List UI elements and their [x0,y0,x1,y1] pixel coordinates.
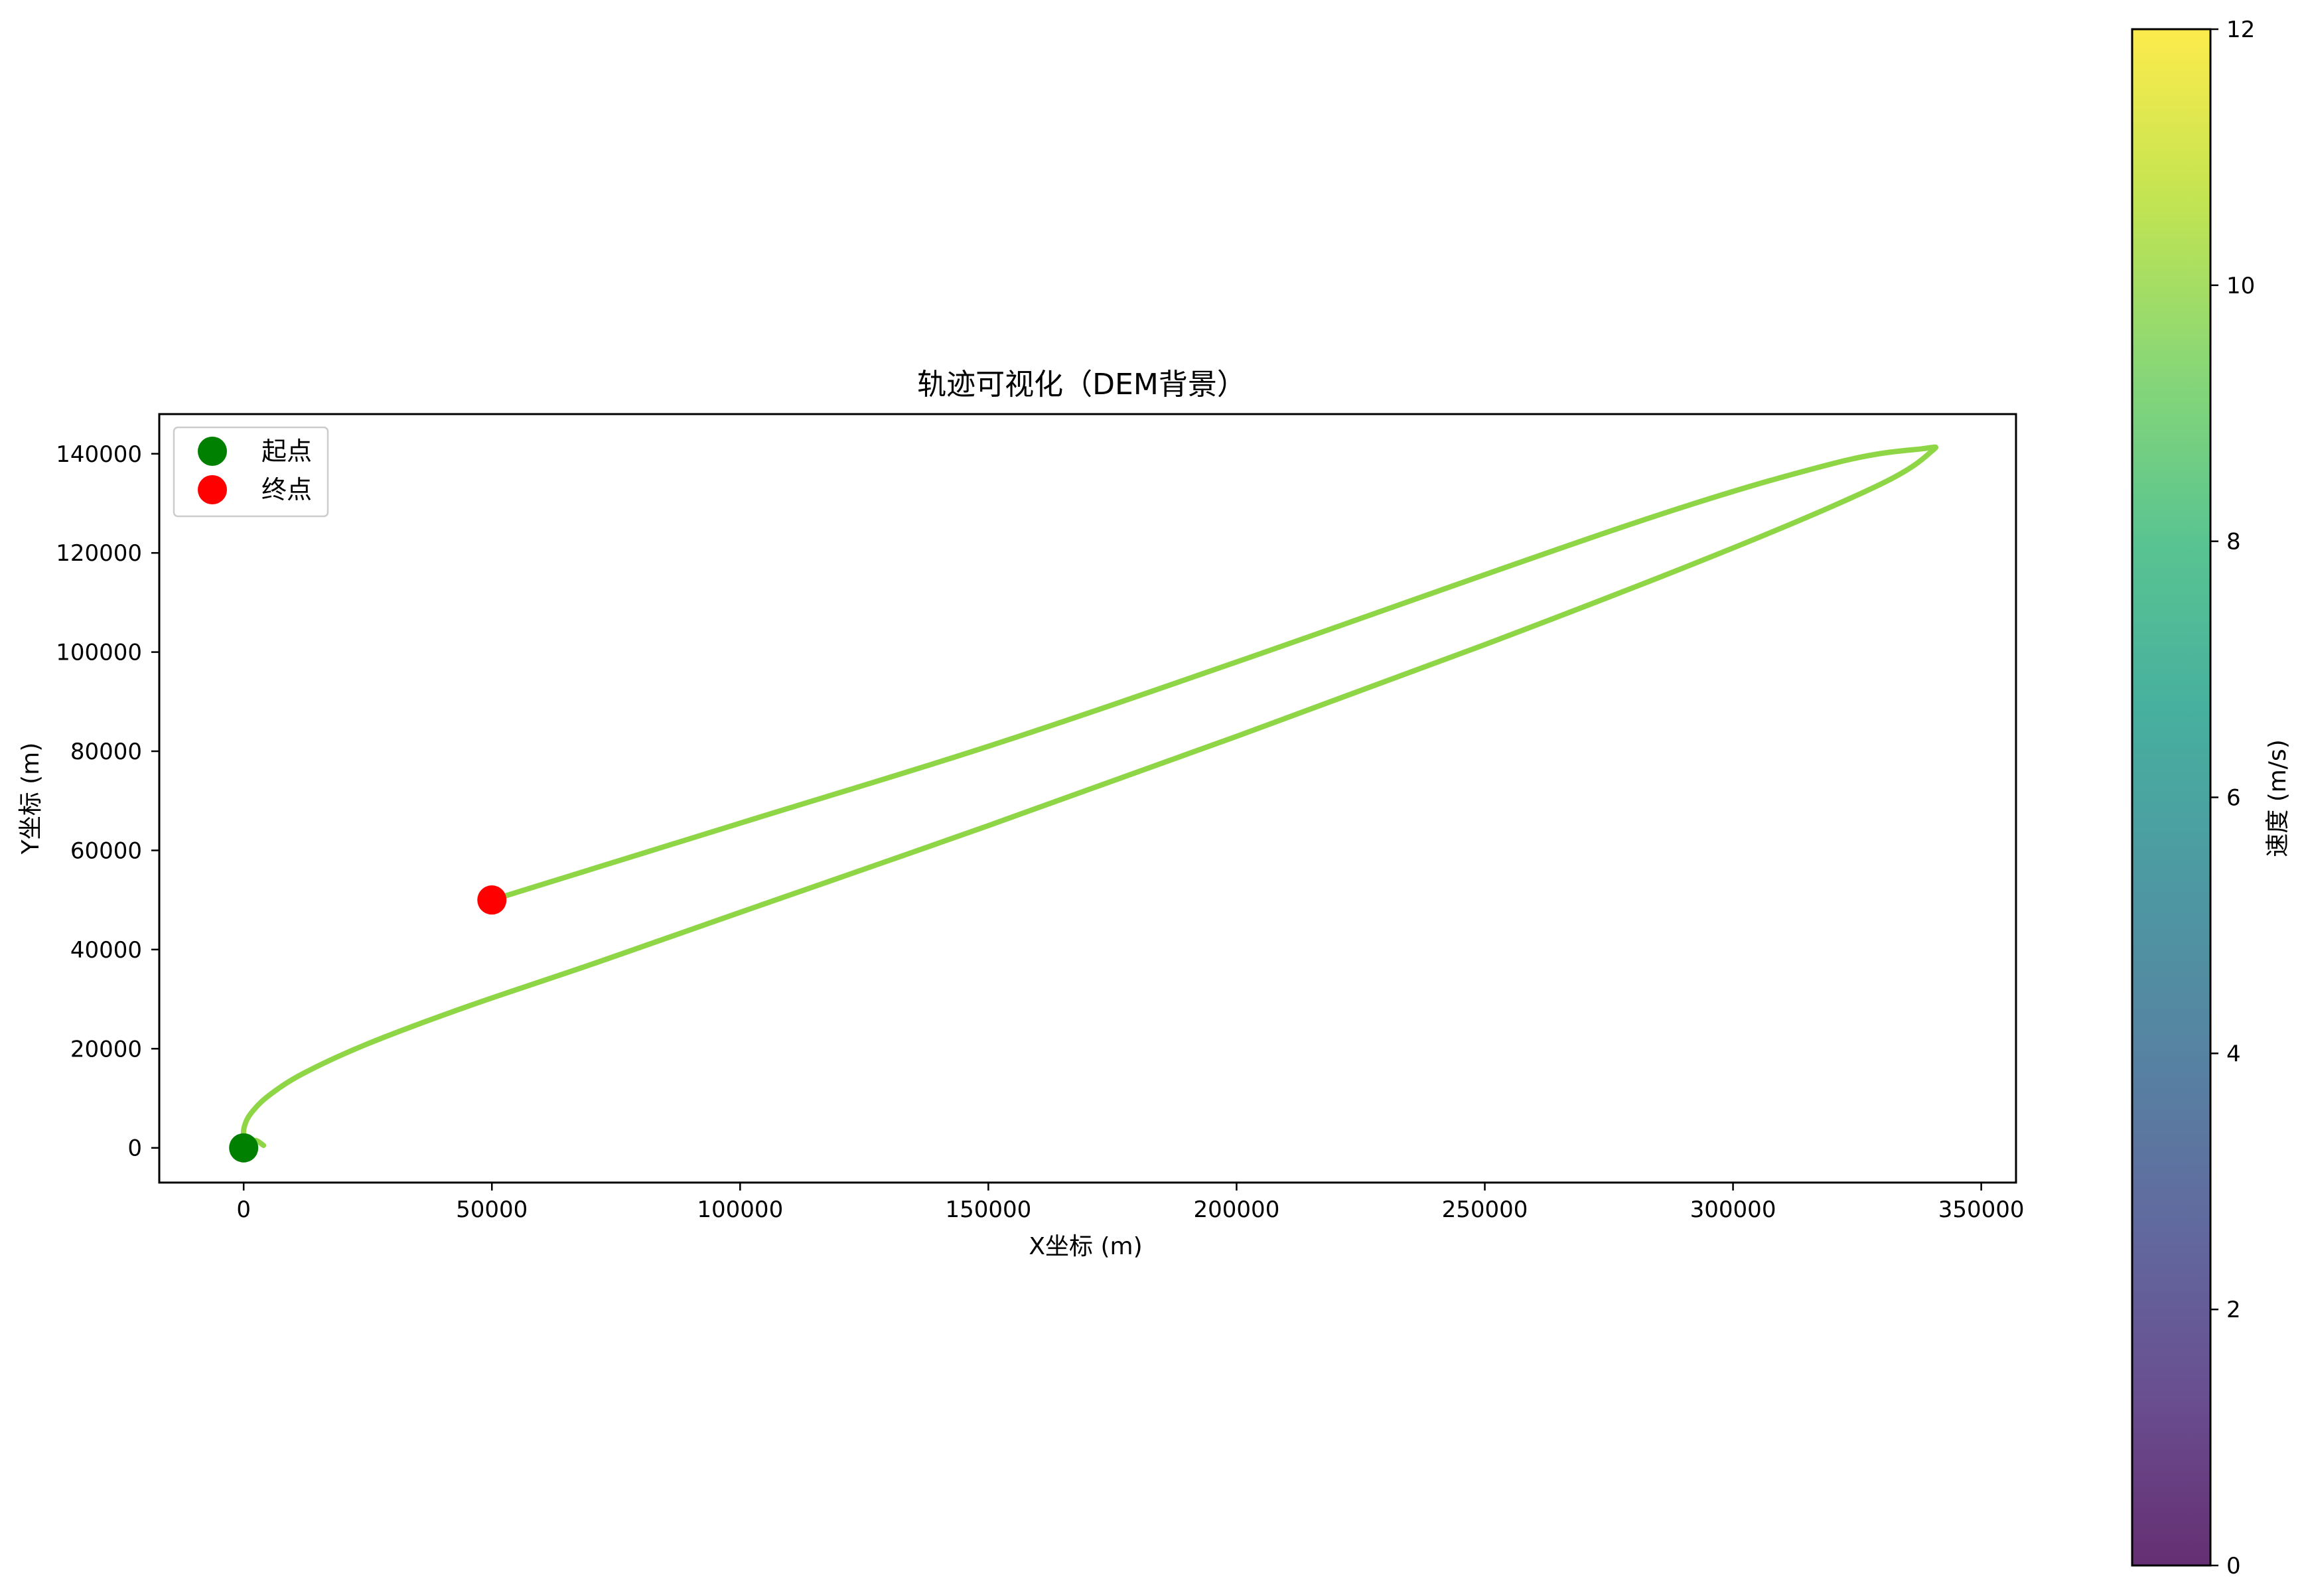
marker-layer [229,885,507,1163]
colorbar-tick-label: 10 [2226,273,2255,299]
y-axis: 0 20000 40000 60000 80000 100000 120000 140000 [56,441,159,1162]
colorbar-tick-label: 6 [2226,785,2241,812]
colorbar-ticks: 0 2 4 6 8 10 12 [2210,17,2255,1579]
start-point-marker [229,1133,259,1163]
colorbar-gradient [2132,29,2210,1565]
colorbar-tick-label: 2 [2226,1297,2241,1323]
colorbar-tick-label: 4 [2226,1041,2241,1067]
legend-label-start: 起点 [261,437,312,466]
x-tick-label: 350000 [1938,1197,2025,1223]
y-tick-label: 60000 [70,837,142,864]
plot-area [158,413,2017,1184]
legend-marker-start [198,437,227,466]
x-axis-label: X坐标 (m) [1029,1233,1142,1260]
colorbar-label: 速度 (m/s) [2264,739,2291,857]
x-tick-label: 150000 [945,1197,1031,1223]
x-tick-label: 200000 [1194,1197,1280,1223]
colorbar: 0 2 4 6 8 10 12 速度 (m/s) [2131,17,2291,1579]
x-tick-label: 50000 [456,1197,528,1223]
y-tick-label: 140000 [56,441,142,468]
chart-title: 轨迹可视化（DEM背景） [917,368,1246,401]
y-tick-label: 100000 [56,640,142,666]
legend-marker-end [198,475,227,504]
y-tick-label: 80000 [70,739,142,765]
x-tick-label: 0 [236,1197,251,1223]
end-point-marker [477,885,507,915]
y-tick-label: 20000 [70,1036,142,1062]
trajectory-line [240,444,1939,1148]
y-tick-label: 40000 [70,937,142,964]
y-axis-label: Y坐标 (m) [17,743,44,855]
x-tick-label: 100000 [697,1197,783,1223]
legend-label-end: 终点 [261,475,312,504]
x-tick-label: 250000 [1442,1197,1528,1223]
y-tick-label: 0 [127,1135,142,1162]
y-tick-label: 120000 [56,540,142,567]
colorbar-tick-label: 0 [2226,1553,2241,1579]
x-axis: 0 50000 100000 150000 200000 250000 300000 3500… [236,1183,2025,1223]
colorbar-tick-label: 8 [2226,529,2241,555]
series-layer [240,444,1939,1148]
x-tick-label: 300000 [1690,1197,1776,1223]
plot-frame [158,413,2017,1184]
colorbar-tick-label: 12 [2226,17,2255,43]
legend: 起点 终点 [173,426,329,518]
